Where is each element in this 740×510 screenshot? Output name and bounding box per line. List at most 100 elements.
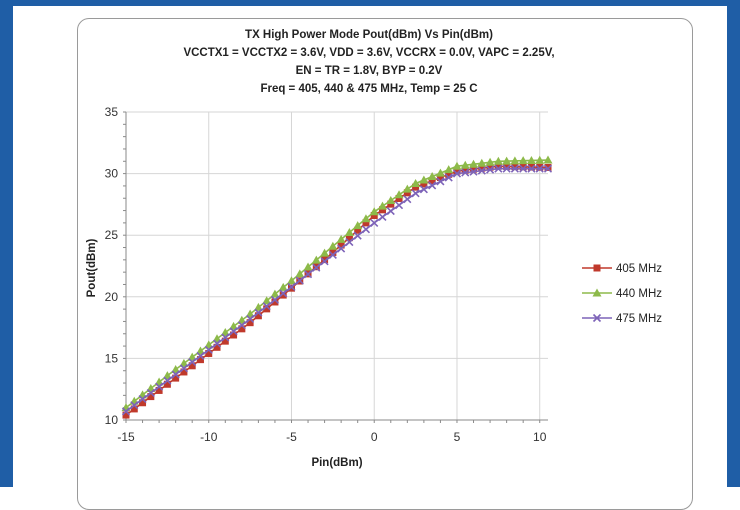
data-point [337, 241, 345, 249]
legend-entry: 405 MHz [582, 263, 662, 275]
data-point [246, 319, 254, 327]
data-point [138, 394, 147, 404]
data-point [320, 248, 330, 257]
data-point [477, 166, 486, 175]
data-point [147, 393, 155, 401]
data-point [412, 183, 420, 191]
data-point [478, 164, 486, 172]
data-point [452, 161, 462, 170]
data-point [477, 158, 487, 167]
legend-label: 440 MHz [616, 288, 662, 300]
data-point [155, 386, 163, 394]
data-point [254, 312, 262, 320]
data-point [163, 380, 171, 388]
data-point [428, 181, 437, 190]
data-point [536, 163, 544, 171]
data-point [543, 164, 553, 173]
data-point [494, 164, 503, 173]
data-point [262, 302, 271, 311]
data-point [254, 308, 263, 317]
data-point [180, 368, 188, 376]
data-point [543, 155, 553, 164]
data-point [435, 168, 445, 177]
x-axis-label: Pin(dBm) [311, 457, 362, 469]
data-series [121, 155, 553, 419]
data-point [470, 165, 478, 173]
data-point [444, 165, 454, 174]
data-point [278, 282, 288, 291]
data-point [237, 321, 246, 330]
data-point [460, 160, 470, 169]
chart-title-line-2: VCCTX1 = VCCTX2 = 3.6V, VDD = 3.6V, VCCR… [183, 47, 554, 59]
data-point [420, 180, 428, 188]
data-point [503, 162, 511, 170]
data-point [519, 163, 527, 171]
legend-swatch-marker [592, 313, 602, 323]
data-point [311, 255, 321, 264]
data-point [146, 388, 155, 397]
data-point [122, 411, 130, 419]
data-point [394, 201, 404, 210]
x-tick-label: -15 [117, 430, 135, 444]
data-point [370, 218, 379, 227]
data-point [263, 305, 271, 313]
chart-title-line-4: Freq = 405, 440 & 475 MHz, Temp = 25 C [260, 83, 477, 95]
series-line [125, 167, 548, 413]
data-point [295, 276, 304, 285]
data-point [221, 333, 230, 342]
data-point [287, 284, 295, 292]
data-point [121, 407, 131, 416]
data-point [370, 211, 378, 219]
legend-swatch-marker [593, 264, 601, 272]
data-point [354, 226, 362, 234]
data-point [155, 382, 164, 391]
data-point [403, 189, 411, 197]
data-point [329, 248, 337, 256]
data-point [369, 207, 379, 216]
data-point [286, 276, 296, 285]
data-point [230, 331, 238, 339]
data-point [187, 352, 197, 361]
y-tick-label: 15 [105, 351, 119, 365]
data-point [502, 164, 511, 173]
data-point [502, 156, 512, 165]
data-point [271, 298, 279, 306]
data-point [229, 321, 239, 330]
data-point [510, 156, 520, 165]
data-point [386, 206, 395, 216]
data-point [518, 156, 528, 165]
data-point [237, 315, 247, 324]
data-point [544, 163, 552, 171]
chart-title-line-3: EN = TR = 1.8V, BYP = 0.2V [296, 65, 443, 77]
data-point [205, 349, 213, 357]
series-line [125, 165, 549, 416]
data-point [402, 184, 412, 193]
data-point [172, 374, 180, 382]
data-point [486, 163, 494, 171]
data-point [511, 163, 519, 171]
legend: 405 MHz 440 MHz 475 MHz [582, 263, 662, 325]
data-point [295, 269, 305, 278]
data-point [519, 164, 528, 173]
data-point [195, 346, 205, 355]
data-point [171, 370, 180, 379]
data-point [436, 177, 445, 186]
data-point [394, 190, 404, 199]
y-tick-label: 25 [105, 228, 119, 242]
y-tick-label: 20 [105, 290, 119, 304]
data-point [452, 169, 462, 178]
data-point [303, 262, 313, 271]
data-point [320, 257, 329, 266]
y-tick-label: 35 [105, 105, 119, 119]
x-tick-label: 5 [454, 430, 461, 444]
data-point [419, 185, 428, 194]
chart-title: TX High Power Mode Pout(dBm) Vs Pin(dBm)… [183, 29, 554, 95]
data-point [403, 195, 412, 204]
data-point [510, 164, 519, 173]
data-point [485, 157, 495, 166]
data-point [245, 309, 255, 318]
data-point [229, 327, 238, 336]
axes [123, 111, 548, 423]
data-point [221, 337, 229, 345]
x-tick-label: -5 [286, 430, 297, 444]
